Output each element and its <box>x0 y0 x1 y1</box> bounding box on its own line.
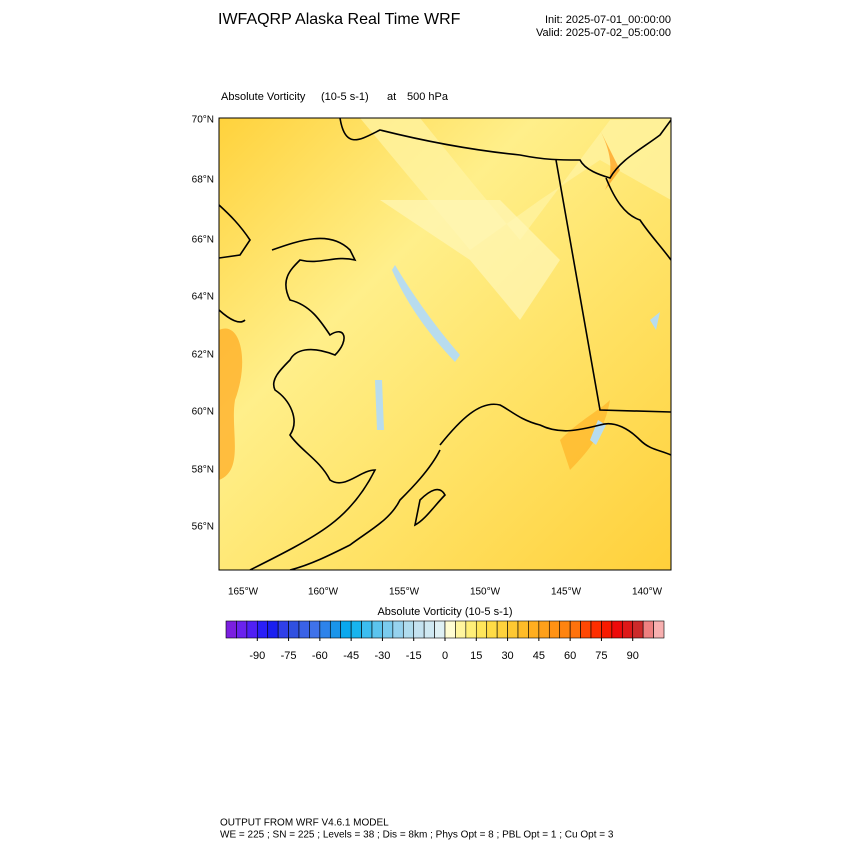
lat-label: 58°N <box>192 465 214 476</box>
lon-label: 165°W <box>228 587 259 598</box>
colorbar-swatch <box>611 620 623 639</box>
colorbar-swatch <box>350 620 362 639</box>
colorbar-swatch <box>590 620 602 639</box>
colorbar-tick-label: 30 <box>501 650 513 662</box>
colorbar-swatch <box>288 620 300 639</box>
colorbar-swatch <box>267 620 279 639</box>
field-name: Absolute Vorticity <box>221 91 306 103</box>
colorbar-tick-label: -45 <box>343 650 359 662</box>
colorbar-swatch <box>455 620 467 639</box>
colorbar-tick-label: -30 <box>374 650 390 662</box>
colorbar-swatch <box>465 620 477 639</box>
level-at: at <box>387 91 396 103</box>
colorbar-swatch <box>601 620 613 639</box>
colorbar-swatch <box>580 620 592 639</box>
colorbar-swatch <box>632 620 644 639</box>
colorbar-tick-label: 90 <box>627 650 639 662</box>
colorbar-swatch <box>507 620 519 639</box>
lat-labels: 70°N 68°N 66°N 64°N 62°N 60°N 58°N 56°N <box>192 115 214 533</box>
colorbar-swatch <box>236 620 248 639</box>
lon-labels: 165°W 160°W 155°W 150°W 145°W 140°W <box>228 587 663 598</box>
field-patch <box>392 265 460 362</box>
colorbar-tick-label: -15 <box>406 650 422 662</box>
field-patch <box>380 200 560 320</box>
colorbar-swatch <box>621 620 634 639</box>
colorbar-swatch <box>642 620 654 639</box>
lat-label: 70°N <box>192 115 214 126</box>
colorbar-tick-label: -90 <box>249 650 265 662</box>
lon-label: 145°W <box>551 587 582 598</box>
level: 500 hPa <box>407 91 449 103</box>
colorbar-tick-label: 0 <box>442 650 448 662</box>
colorbar-swatch <box>444 620 456 639</box>
field-patch <box>360 118 671 250</box>
colorbar-swatch <box>340 620 352 639</box>
map-field <box>219 118 671 570</box>
lon-label: 160°W <box>308 587 339 598</box>
field-patch <box>219 328 243 480</box>
colorbar-swatch <box>246 620 258 639</box>
colorbar-tick-label: 60 <box>564 650 576 662</box>
colorbar-swatch <box>496 620 508 639</box>
colorbar-swatch <box>329 620 342 639</box>
colorbar-tick-label: 15 <box>470 650 482 662</box>
colorbar-tick-label: -75 <box>281 650 297 662</box>
lon-label: 155°W <box>389 587 420 598</box>
colorbar-swatch <box>569 620 581 639</box>
field-patch <box>560 400 610 470</box>
coastline <box>219 118 671 570</box>
lon-label: 140°W <box>632 587 663 598</box>
lat-label: 56°N <box>192 522 214 533</box>
lat-label: 66°N <box>192 235 214 246</box>
colorbar-swatch <box>382 620 394 639</box>
colorbar-swatch <box>309 620 321 639</box>
colorbar-swatch <box>423 620 435 639</box>
field-patch <box>650 312 660 330</box>
init-time: Init: 2025-07-01_00:00:00 <box>545 14 671 26</box>
colorbar-swatch <box>653 620 665 639</box>
colorbar-swatch <box>475 620 488 639</box>
lat-label: 68°N <box>192 175 214 186</box>
colorbar-tick-label: 45 <box>533 650 545 662</box>
field-patch <box>375 380 384 430</box>
colorbar: -90 -75 -60 -45 -30 -15 0 15 30 45 60 75 90 <box>225 620 665 662</box>
colorbar-swatch <box>361 620 373 639</box>
colorbar-swatch <box>528 620 540 639</box>
field-units: (10-5 s-1) <box>321 91 369 103</box>
lat-label: 60°N <box>192 407 214 418</box>
colorbar-swatch <box>371 620 383 639</box>
colorbar-swatch <box>402 620 415 639</box>
colorbar-swatch <box>517 620 529 639</box>
colorbar-swatch <box>319 620 331 639</box>
colorbar-swatch <box>559 620 571 639</box>
valid-time: Valid: 2025-07-02_05:00:00 <box>536 27 671 39</box>
lat-label: 62°N <box>192 350 214 361</box>
lon-label: 150°W <box>470 587 501 598</box>
colorbar-swatch <box>538 620 550 639</box>
colorbar-title: Absolute Vorticity (10-5 s-1) <box>377 606 512 618</box>
map-frame <box>218 117 672 571</box>
lat-label: 64°N <box>192 292 214 303</box>
colorbar-swatch <box>548 620 561 639</box>
colorbar-swatch <box>434 620 446 639</box>
footer-line: WE = 225 ; SN = 225 ; Levels = 38 ; Dis … <box>220 830 614 841</box>
field-patch <box>600 130 620 190</box>
colorbar-swatch <box>256 620 269 639</box>
colorbar-swatch <box>392 620 404 639</box>
colorbar-swatch <box>413 620 425 639</box>
footer-line: OUTPUT FROM WRF V4.6.1 MODEL <box>220 818 389 829</box>
colorbar-swatch <box>486 620 498 639</box>
colorbar-swatch <box>298 620 310 639</box>
field-patch <box>590 420 606 445</box>
title: IWFAQRP Alaska Real Time WRF <box>218 11 461 28</box>
colorbar-swatch <box>277 620 289 639</box>
colorbar-tick-label: -60 <box>312 650 328 662</box>
colorbar-swatch <box>225 620 237 639</box>
colorbar-tick-label: 75 <box>595 650 607 662</box>
